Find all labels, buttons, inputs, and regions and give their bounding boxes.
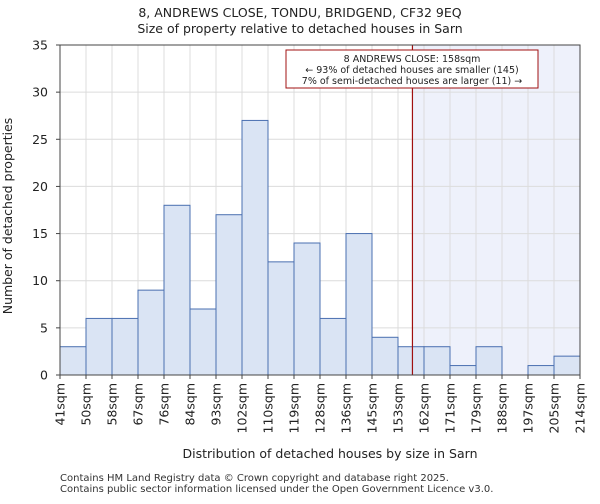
chart-subtitle: Size of property relative to detached ho… (137, 21, 462, 36)
histogram-bar (267, 261, 295, 376)
y-tick-label: 10 (32, 273, 48, 288)
y-tick-label: 15 (32, 226, 48, 241)
histogram-bar (163, 204, 191, 376)
x-tick-label: 41sqm (53, 383, 68, 426)
plot-area: 0 5 10 15 20 25 30 35 41sqm 50sqm 58sqm 67sqm 76sqm 8… (32, 38, 587, 434)
y-tick-label: 20 (32, 179, 48, 194)
x-tick-label: 128sqm (313, 383, 328, 433)
highlight-region (412, 45, 580, 375)
y-tick-label: 5 (40, 320, 48, 335)
histogram-bar (475, 346, 503, 376)
histogram-bar (189, 308, 217, 376)
y-tick-label: 30 (32, 85, 48, 100)
histogram-bar (137, 289, 165, 376)
x-tick-label: 214sqm (573, 383, 588, 433)
x-tick-label: 119sqm (287, 383, 302, 433)
y-tick-label: 35 (32, 38, 48, 53)
annotation-line-2: ← 93% of detached houses are smaller (14… (305, 65, 518, 76)
x-tick-label: 84sqm (183, 383, 198, 426)
x-tick-label: 76sqm (157, 383, 172, 426)
histogram-bar (449, 365, 477, 376)
x-tick-label: 93sqm (209, 383, 224, 426)
histogram-bar (85, 317, 113, 376)
chart-title: 8, ANDREWS CLOSE, TONDU, BRIDGEND, CF32 … (138, 5, 461, 20)
y-axis-label: Number of detached properties (0, 118, 15, 315)
x-tick-label: 205sqm (547, 383, 562, 433)
histogram-bar (59, 346, 87, 376)
histogram-bar (215, 214, 243, 376)
x-tick-label: 110sqm (261, 383, 276, 433)
x-tick-label: 162sqm (417, 383, 432, 433)
x-axis-label: Distribution of detached houses by size … (182, 446, 477, 461)
x-tick-label: 171sqm (443, 383, 458, 433)
histogram-bar (241, 119, 269, 376)
x-tick-label: 179sqm (469, 383, 484, 433)
footer-copyright: Contains HM Land Registry data © Crown c… (60, 473, 449, 484)
histogram-bar (423, 346, 451, 376)
histogram-bar (527, 365, 555, 376)
x-tick-label: 58sqm (105, 383, 120, 426)
x-tick-label: 50sqm (79, 383, 94, 426)
histogram-bar (293, 242, 321, 376)
annotation-box (285, 49, 539, 89)
y-tick-label: 0 (40, 368, 48, 383)
x-tick-label: 188sqm (495, 383, 510, 433)
histogram-bar (397, 346, 425, 376)
x-tick-label: 102sqm (235, 383, 250, 433)
footer-licence: Contains public sector information licen… (60, 484, 494, 495)
histogram-bar (111, 317, 139, 376)
y-tick-label: 25 (32, 132, 48, 147)
histogram-bar (371, 336, 399, 376)
x-tick-label: 197sqm (521, 383, 536, 433)
histogram-bar (319, 317, 347, 376)
x-tick-label: 153sqm (391, 383, 406, 433)
histogram-bar (345, 233, 373, 376)
x-tick-label: 145sqm (365, 383, 380, 433)
x-tick-label: 136sqm (339, 383, 354, 433)
annotation-line-3: 7% of semi-detached houses are larger (1… (302, 76, 522, 87)
histogram-bar (553, 355, 581, 376)
x-tick-label: 67sqm (131, 383, 146, 426)
annotation-line-1: 8 ANDREWS CLOSE: 158sqm (344, 54, 481, 65)
